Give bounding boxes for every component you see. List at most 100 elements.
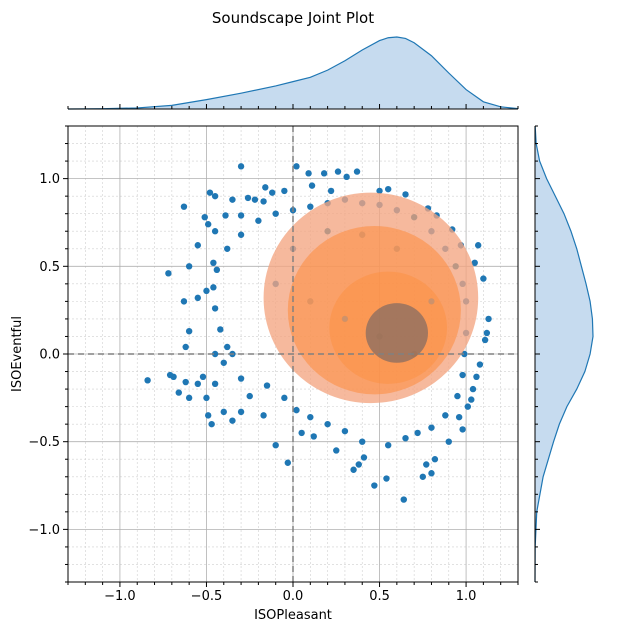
scatter-point	[237, 231, 245, 238]
scatter-point	[204, 221, 212, 228]
marginal-y-kde-fill	[535, 126, 593, 582]
scatter-point	[428, 470, 435, 477]
scatter-point	[182, 378, 189, 386]
scatter-point	[194, 294, 202, 302]
scatter-point	[217, 326, 224, 333]
scatter-point	[272, 210, 279, 217]
scatter-point	[414, 429, 421, 437]
scatter-point	[260, 412, 267, 419]
scatter-point	[473, 373, 480, 380]
scatter-point	[402, 434, 409, 442]
scatter-point	[333, 447, 340, 454]
scatter-point	[220, 408, 227, 416]
scatter-point	[194, 380, 202, 388]
scatter-point	[251, 196, 259, 203]
scatter-point	[180, 203, 188, 210]
marginal-x-kde-line	[67, 36, 519, 110]
scatter-point	[211, 228, 219, 235]
scatter-point	[359, 438, 366, 445]
marginal-x-kde-fill	[68, 37, 518, 109]
x-tick-label: −0.5	[191, 589, 223, 604]
marginal-y-kde-line	[534, 125, 594, 583]
scatter-point	[445, 438, 452, 445]
scatter-point	[310, 433, 317, 440]
scatter-point	[307, 413, 314, 421]
chart-title: Soundscape Joint Plot	[212, 9, 374, 27]
scatter-point	[185, 394, 193, 402]
y-tick-label: −1.0	[28, 523, 60, 538]
scatter-point	[166, 371, 174, 379]
kde-overlay-point	[428, 298, 435, 305]
scatter-point	[423, 461, 430, 468]
scatter-point	[255, 217, 262, 224]
scatter-point	[213, 266, 221, 274]
scatter-point	[308, 182, 316, 189]
scatter-point	[307, 203, 314, 210]
scatter-point	[485, 315, 492, 323]
scatter-point	[201, 214, 208, 221]
scatter-point	[481, 336, 489, 344]
scatter-point	[471, 259, 478, 266]
scatter-point	[384, 442, 392, 449]
y-tick-label: 0.0	[39, 348, 60, 363]
y-tick-label: 0.5	[39, 260, 60, 275]
scatter-point	[211, 380, 219, 388]
scatter-point	[320, 170, 328, 177]
scatter-point	[244, 194, 252, 202]
y-tick-label: 1.0	[39, 172, 60, 187]
main-plot-area: −1.0 −0.5 0.0 0.5 1.0 −1.0 −0.5 0.0 0.5 1.0	[28, 125, 519, 604]
scatter-point	[350, 466, 357, 473]
x-tick-label: 1.0	[456, 589, 477, 604]
scatter-point	[165, 270, 172, 277]
scatter-point	[305, 170, 312, 177]
scatter-point	[237, 408, 245, 416]
kde-overlay-point	[324, 228, 331, 235]
scatter-point	[224, 245, 231, 252]
scatter-point	[360, 454, 368, 461]
scatter-point	[175, 389, 182, 396]
scatter-point	[454, 392, 461, 400]
scatter-point	[353, 168, 361, 175]
scatter-point	[194, 242, 202, 249]
scatter-point	[203, 394, 210, 402]
scatter-point	[229, 196, 236, 203]
kde-overlay-point	[411, 214, 418, 221]
x-tick-label: 0.0	[283, 589, 304, 604]
scatter-point	[442, 412, 449, 419]
scatter-point	[428, 424, 435, 431]
scatter-point	[459, 426, 466, 433]
scatter-point	[229, 417, 236, 424]
kde-overlay-point	[452, 263, 459, 270]
scatter-point	[476, 361, 484, 368]
scatter-point	[246, 392, 253, 400]
x-tick-label: 0.5	[369, 589, 390, 604]
scatter-point	[272, 442, 279, 449]
scatter-point	[400, 496, 407, 503]
scatter-point	[402, 191, 409, 198]
scatter-point	[383, 475, 390, 482]
scatter-point	[260, 198, 267, 205]
scatter-point	[334, 168, 342, 175]
scatter-point	[144, 377, 151, 384]
scatter-point	[474, 242, 482, 249]
scatter-point	[281, 394, 288, 402]
y-tick-label: −0.5	[28, 435, 60, 450]
scatter-point	[376, 187, 383, 195]
scatter-point	[262, 184, 269, 191]
x-axis-label: ISOPleasant	[254, 608, 332, 623]
scatter-point	[419, 473, 427, 480]
scatter-point	[355, 461, 362, 468]
scatter-point	[469, 385, 477, 393]
scatter-point	[237, 212, 245, 219]
scatter-point	[341, 427, 349, 435]
scatter-point	[185, 263, 193, 270]
scatter-point	[210, 259, 217, 266]
scatter-point	[483, 329, 491, 337]
scatter-point	[464, 403, 472, 410]
scatter-point	[237, 375, 245, 382]
scatter-point	[269, 189, 276, 196]
scatter-point	[182, 343, 189, 351]
scatter-point	[480, 275, 487, 282]
scatter-point	[211, 350, 219, 358]
